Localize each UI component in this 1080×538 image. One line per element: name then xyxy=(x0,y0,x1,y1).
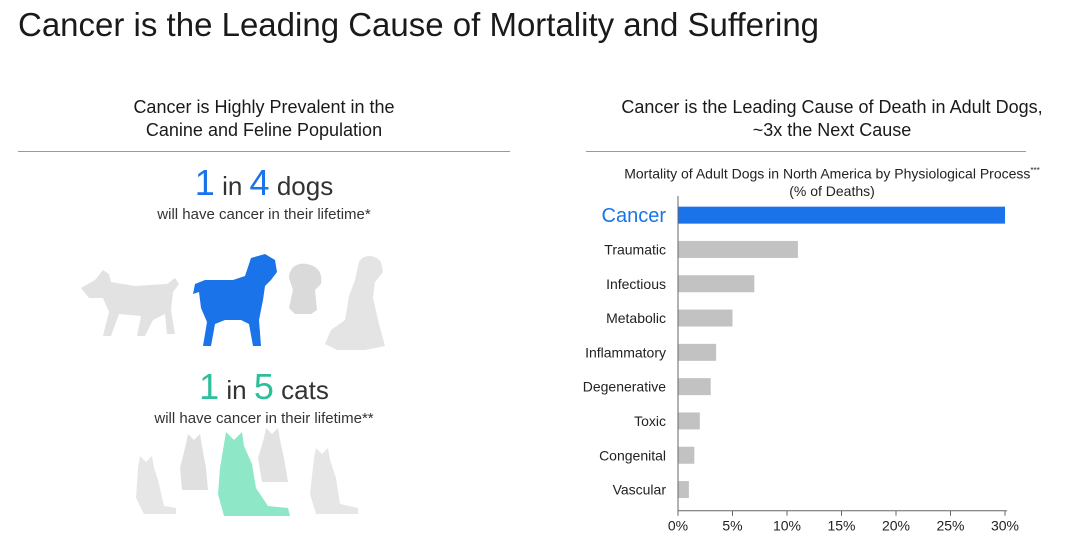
category-label-degenerative: Degenerative xyxy=(583,379,666,395)
category-label-traumatic: Traumatic xyxy=(604,241,666,257)
cat-icon-highlight xyxy=(218,432,290,516)
x-tick-label: 20% xyxy=(882,518,910,534)
chart-title-footnote: *** xyxy=(1030,166,1040,175)
dogs-stat-subtext: will have cancer in their lifetime* xyxy=(157,206,371,223)
cat-icon-3 xyxy=(258,428,288,482)
left-heading-line2: Canine and Feline Population xyxy=(145,120,383,140)
dogs-stat-noun: dogs xyxy=(276,171,334,201)
cats-stat-num1: 1 xyxy=(199,366,220,407)
slide-title: Cancer is the Leading Cause of Mortality… xyxy=(18,6,820,43)
chart-subtitle: (% of Deaths) xyxy=(789,182,875,199)
x-tick-label: 5% xyxy=(722,518,742,534)
category-label-inflammatory: Inflammatory xyxy=(585,344,666,360)
category-label-congenital: Congenital xyxy=(599,447,666,463)
left-heading-line1: Cancer is Highly Prevalent in the xyxy=(133,97,395,117)
bar-infectious xyxy=(678,275,755,293)
cats-stat: 1 in 5 cats will have cancer in their li… xyxy=(18,366,510,427)
cat-illustration xyxy=(136,428,358,516)
bar-inflammatory xyxy=(678,343,717,361)
dogs-stat-line: 1 in 4 dogs xyxy=(18,162,510,204)
category-label-cancer: Cancer xyxy=(602,205,667,227)
cat-icon-4 xyxy=(310,448,358,514)
cats-stat-num2: 5 xyxy=(253,366,274,407)
category-label-metabolic: Metabolic xyxy=(606,310,666,326)
bar-metabolic xyxy=(678,309,733,327)
bar-toxic xyxy=(678,412,700,430)
bar-degenerative xyxy=(678,378,711,396)
cats-stat-in: in xyxy=(226,375,247,405)
right-heading-line2: ~3x the Next Cause xyxy=(752,120,912,140)
bar-traumatic xyxy=(678,240,798,258)
bar-congenital xyxy=(678,446,695,464)
bar-vascular xyxy=(678,481,689,499)
right-heading-line1: Cancer is the Leading Cause of Death in … xyxy=(621,97,1043,117)
small-puppy-icon xyxy=(289,263,322,314)
boxer-dog-icon xyxy=(193,254,277,346)
cat-icon-2 xyxy=(180,434,208,490)
right-panel-heading: Cancer is the Leading Cause of Death in … xyxy=(586,96,1078,142)
chart-title: Mortality of Adult Dogs in North America… xyxy=(624,165,1031,182)
dog-illustration xyxy=(81,254,385,350)
mortality-bar-chart: Cancer Traumatic Infectious Metabolic Inflam… xyxy=(583,196,1019,534)
x-tick-label: 15% xyxy=(827,518,855,534)
dogs-stat-in: in xyxy=(222,171,243,201)
category-label-vascular: Vascular xyxy=(613,482,667,498)
x-tick-label: 30% xyxy=(991,518,1019,534)
chart-title-block: Mortality of Adult Dogs in North America… xyxy=(586,162,1078,200)
x-tick-label: 0% xyxy=(668,518,688,534)
dogs-stat-num1: 1 xyxy=(194,162,215,203)
dogs-stat: 1 in 4 dogs will have cancer in their li… xyxy=(18,162,510,223)
right-divider xyxy=(586,151,1026,152)
category-label-infectious: Infectious xyxy=(606,276,666,292)
sitting-dog-icon xyxy=(325,256,385,350)
cats-stat-noun: cats xyxy=(281,375,329,405)
left-panel-heading: Cancer is Highly Prevalent in the Canine… xyxy=(18,96,510,142)
dogs-stat-num2: 4 xyxy=(249,162,270,203)
left-divider xyxy=(18,151,510,152)
x-tick-label: 25% xyxy=(936,518,964,534)
cats-stat-line: 1 in 5 cats xyxy=(18,366,510,408)
category-label-toxic: Toxic xyxy=(634,413,666,429)
cat-icon-1 xyxy=(136,456,176,514)
x-tick-label: 10% xyxy=(773,518,801,534)
cats-stat-subtext: will have cancer in their lifetime** xyxy=(154,410,374,427)
walking-dog-icon xyxy=(81,270,179,336)
bar-cancer xyxy=(678,206,1005,224)
